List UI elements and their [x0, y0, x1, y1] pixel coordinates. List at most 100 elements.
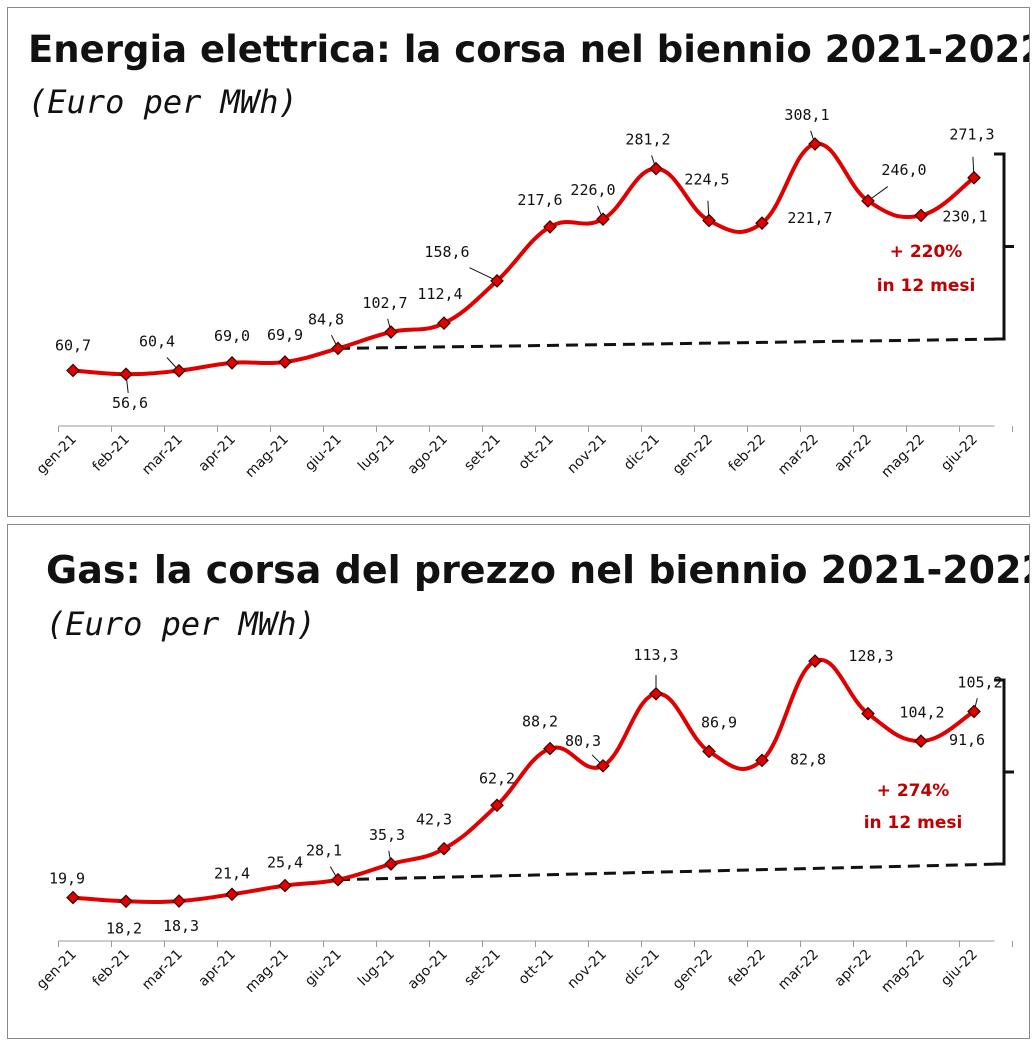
x-tick-label: giu-21	[302, 432, 345, 475]
x-tick-label: dic-21	[621, 947, 663, 989]
x-tick-label: mag-22	[878, 947, 927, 996]
data-point-marker	[861, 194, 875, 208]
x-tick-label: apr-22	[832, 432, 875, 475]
data-label: 158,6	[424, 243, 469, 261]
increase-annotation-period: in 12 mesi	[877, 276, 976, 296]
data-point-marker	[808, 137, 822, 151]
x-tick-label: nov-21	[564, 432, 609, 477]
data-point-marker	[331, 872, 345, 887]
x-tick-label: ott-21	[516, 947, 557, 988]
data-point-marker	[490, 798, 504, 813]
data-point-marker	[967, 704, 981, 719]
data-label: 281,2	[625, 131, 670, 149]
x-tick-label: feb-22	[725, 947, 768, 990]
x-tick-label: ott-21	[516, 432, 557, 473]
data-label: 112,4	[417, 285, 462, 303]
x-tick-label: dic-21	[621, 432, 663, 474]
x-tick-label: lug-21	[355, 432, 398, 475]
x-tick-label: mar-21	[139, 432, 186, 479]
data-point-marker	[914, 734, 928, 748]
series-line	[72, 657, 976, 904]
data-point-marker	[755, 216, 769, 230]
data-point-marker	[437, 316, 451, 330]
data-label: 28,1	[306, 842, 342, 860]
data-label: 80,3	[565, 732, 601, 750]
x-tick-label: gen-22	[670, 432, 716, 478]
data-label: 308,1	[784, 106, 829, 124]
data-point-marker	[543, 220, 557, 234]
data-point-marker	[702, 213, 716, 228]
data-point-marker	[755, 753, 769, 768]
increase-bracket	[994, 678, 1014, 866]
data-label: 102,7	[362, 294, 407, 312]
data-point-marker	[808, 654, 822, 668]
x-tick-label: feb-21	[89, 432, 132, 475]
data-label: 221,7	[787, 209, 832, 227]
data-label: 230,1	[942, 207, 987, 225]
data-label: 35,3	[369, 826, 405, 844]
chart-title: Gas: la corsa del prezzo nel biennio 202…	[46, 548, 1029, 592]
data-label: 19,9	[49, 870, 85, 888]
data-point-marker	[702, 744, 716, 759]
data-label: 42,3	[416, 811, 452, 829]
x-tick-label: nov-21	[564, 947, 609, 992]
data-label: 105,2	[957, 673, 1002, 691]
x-tick-label: mar-22	[775, 947, 822, 994]
data-point-marker	[119, 367, 133, 382]
data-point-marker	[914, 208, 928, 223]
increase-annotation-period: in 12 mesi	[864, 813, 963, 833]
data-point-marker	[384, 857, 398, 871]
data-point-marker	[66, 890, 80, 905]
data-point-marker	[384, 325, 398, 339]
x-tick-label: gen-21	[34, 432, 80, 478]
data-point-marker	[596, 212, 610, 227]
data-label: 86,9	[701, 713, 737, 731]
data-point-marker	[649, 161, 663, 176]
x-tick-label: apr-21	[196, 947, 239, 990]
data-label: 128,3	[848, 647, 893, 665]
increase-annotation-percent: + 274%	[877, 781, 950, 801]
data-label: 217,6	[517, 191, 562, 209]
x-tick-label: set-21	[461, 947, 504, 990]
baseline-dashed-line	[337, 862, 1002, 882]
data-label: 246,0	[881, 161, 926, 179]
data-point-marker	[119, 894, 133, 909]
x-tick-label: giu-22	[938, 432, 981, 475]
data-label: 18,2	[106, 919, 142, 937]
data-label: 113,3	[633, 646, 678, 664]
data-point-marker	[331, 341, 345, 356]
data-point-marker	[225, 887, 239, 902]
data-label: 226,0	[570, 181, 615, 199]
baseline-dashed-line	[337, 337, 1005, 350]
data-label: 224,5	[684, 171, 729, 189]
x-tick-label: mag-21	[242, 947, 291, 996]
x-tick-label: lug-21	[355, 947, 398, 990]
data-label: 84,8	[308, 310, 344, 328]
series-line	[72, 142, 976, 377]
x-tick-label: set-21	[461, 432, 504, 475]
data-point-marker	[649, 686, 663, 701]
gas-chart-panel: Gas: la corsa del prezzo nel biennio 202…	[7, 524, 1030, 1039]
data-label: 88,2	[522, 713, 558, 731]
data-label: 69,0	[214, 327, 250, 345]
x-tick-label: gen-22	[670, 947, 716, 993]
data-label: 62,2	[479, 769, 515, 787]
x-tick-label: apr-22	[832, 947, 875, 990]
gas-chart: Gas: la corsa del prezzo nel biennio 202…	[34, 548, 1029, 996]
x-tick-label: feb-22	[725, 432, 768, 475]
x-tick-label: gen-21	[34, 947, 80, 993]
x-tick-label: apr-21	[196, 432, 239, 475]
data-point-marker	[967, 170, 981, 185]
electricity-chart: Energia elettrica: la corsa nel biennio …	[28, 28, 1029, 481]
data-point-marker	[437, 841, 451, 856]
data-label: 69,9	[267, 326, 303, 344]
data-point-marker	[278, 355, 292, 369]
data-label: 25,4	[267, 854, 303, 872]
data-label: 91,6	[949, 731, 985, 749]
chart-subtitle: (Euro per MWh)	[28, 83, 298, 121]
chart-title: Energia elettrica: la corsa nel biennio …	[28, 28, 1029, 71]
data-point-marker	[543, 741, 557, 756]
data-label: 21,4	[214, 864, 250, 882]
x-tick-label: feb-21	[89, 947, 132, 990]
x-tick-label: mar-22	[775, 432, 822, 479]
